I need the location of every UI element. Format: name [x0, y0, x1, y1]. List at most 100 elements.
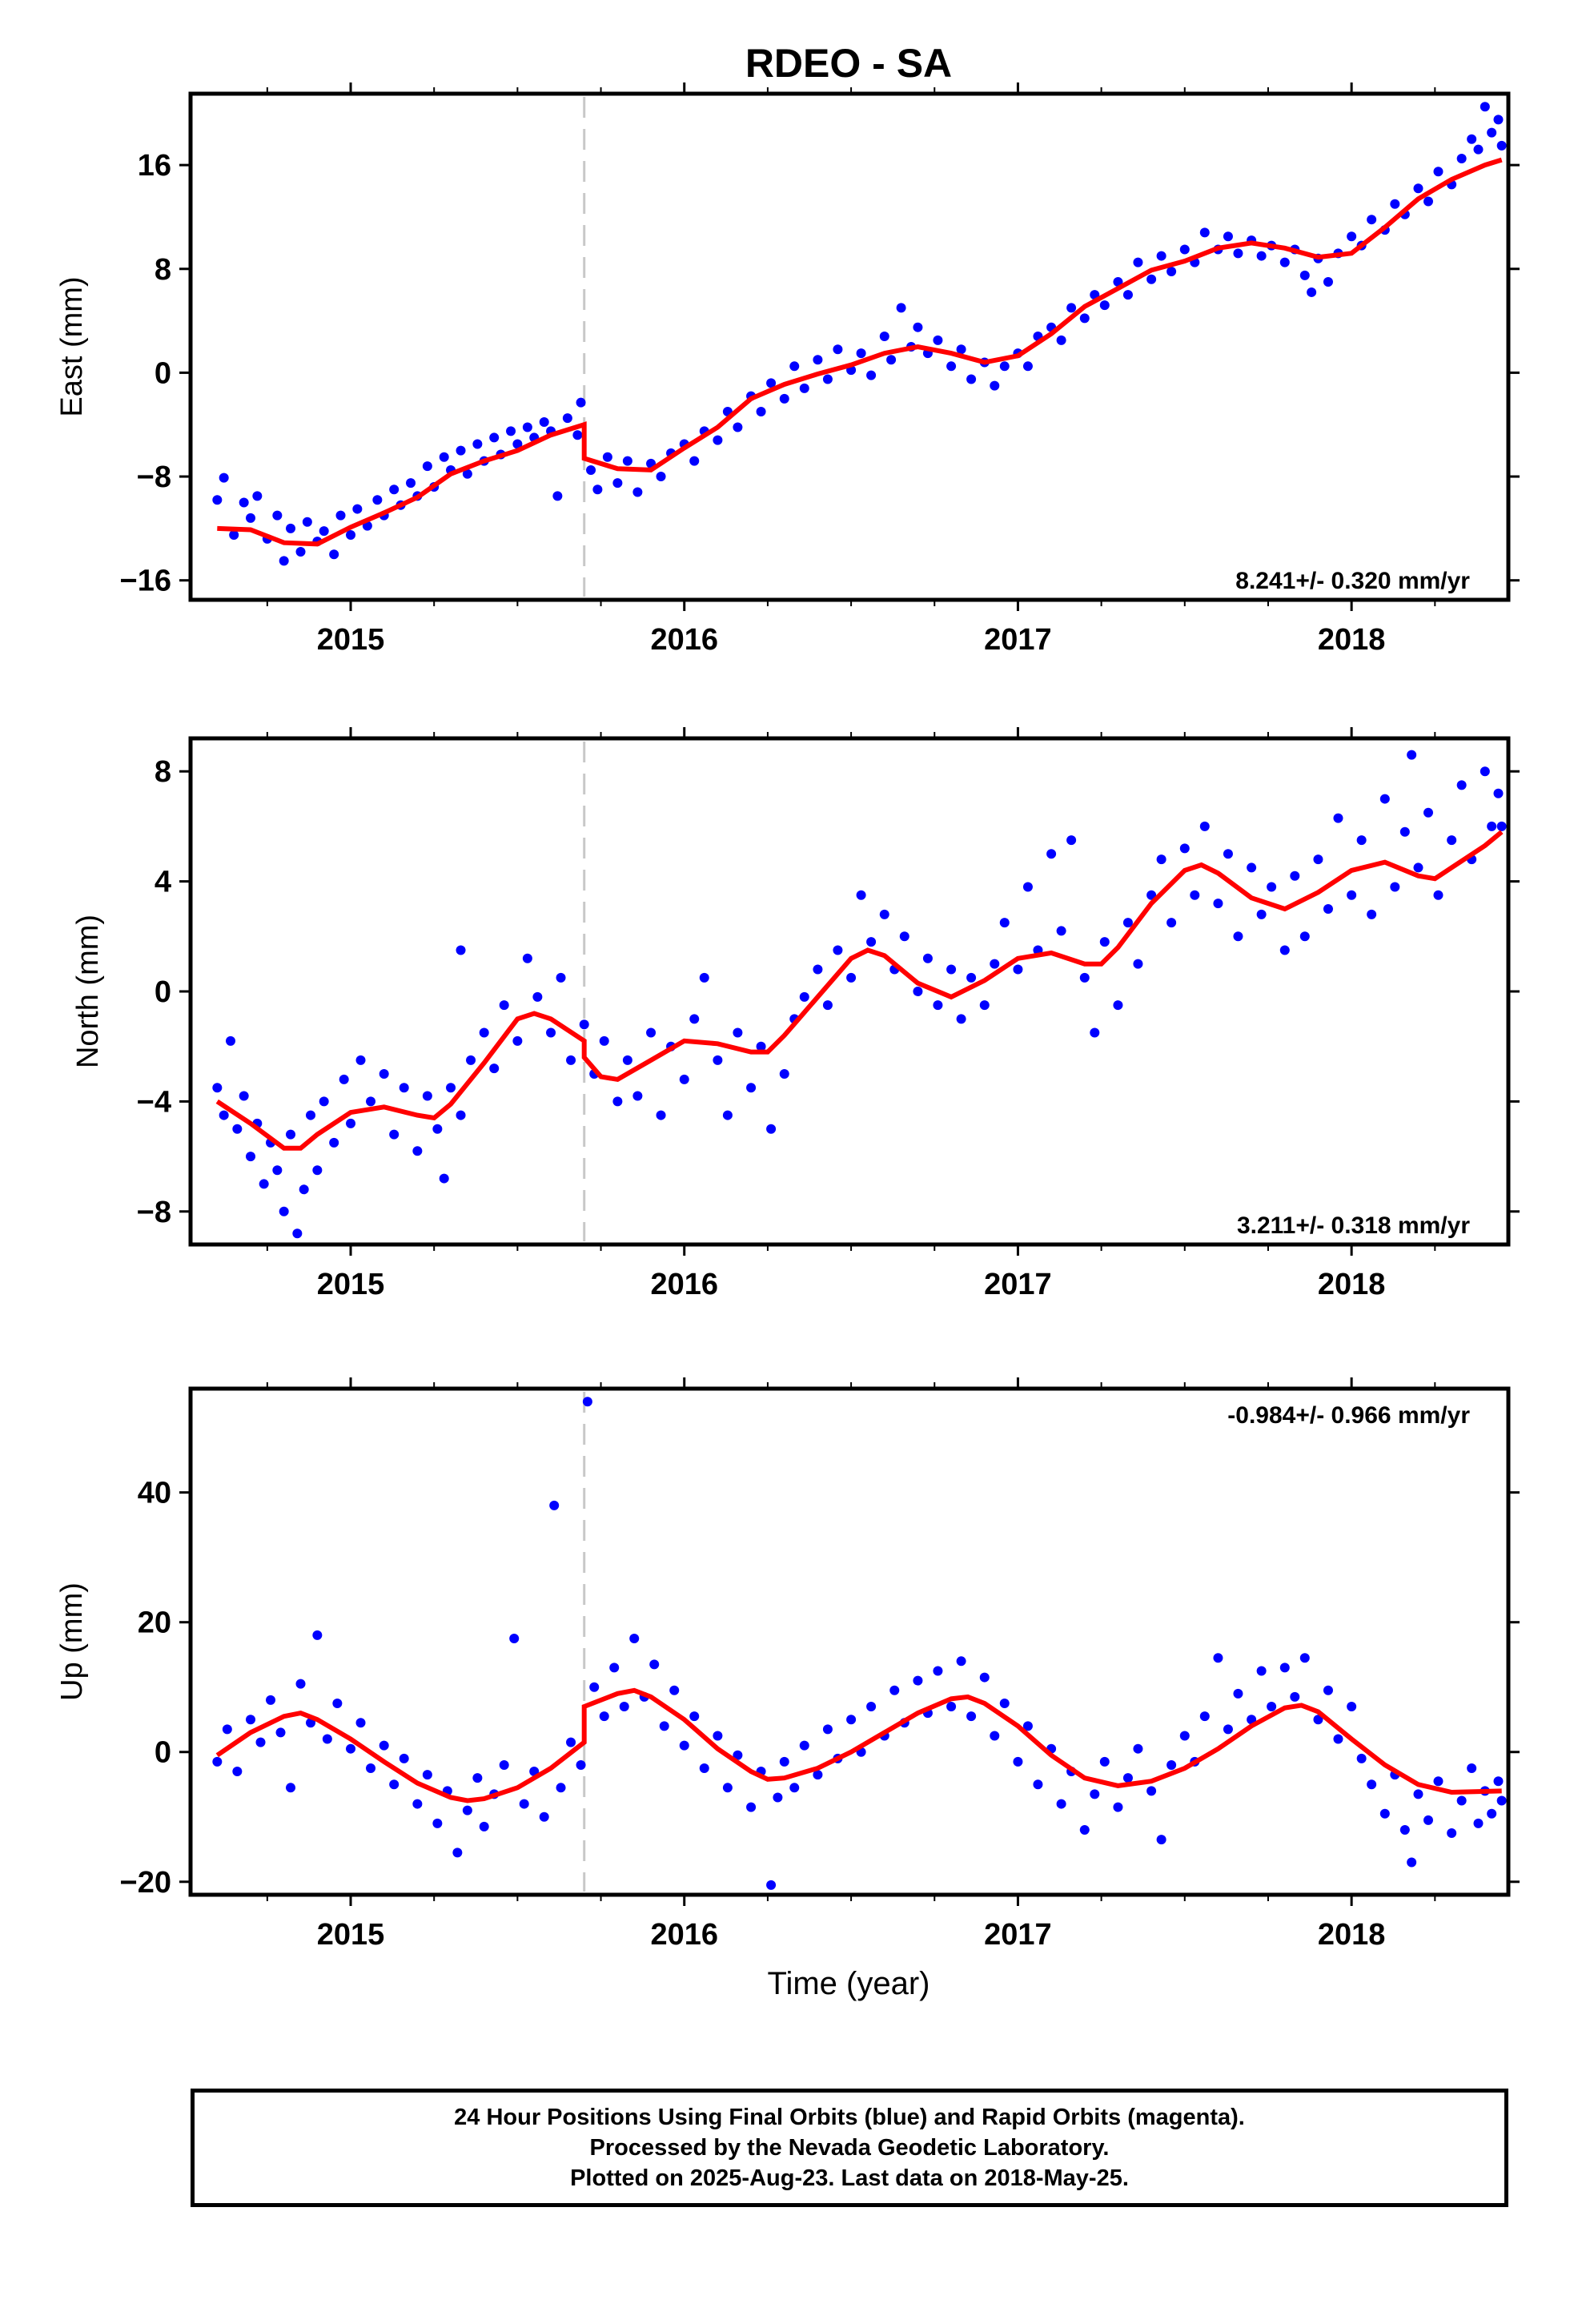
data-point [246, 1715, 256, 1725]
data-point [1066, 835, 1077, 846]
data-point [602, 452, 612, 462]
data-point [612, 1096, 623, 1107]
data-point [479, 1027, 489, 1038]
data-point [1223, 231, 1233, 242]
data-point [1496, 1795, 1507, 1806]
data-point [846, 1715, 857, 1725]
y-tick-label: 0 [155, 1736, 171, 1770]
data-point [412, 1799, 423, 1809]
data-point [512, 1035, 523, 1046]
data-point [1079, 972, 1090, 983]
data-point [522, 953, 532, 963]
data-point [1447, 1828, 1457, 1839]
data-point [366, 1096, 376, 1107]
rate-label: -0.984+/- 0.966 mm/yr [1227, 1402, 1470, 1429]
data-point [566, 1055, 576, 1065]
data-point [422, 1770, 432, 1780]
data-point [632, 1091, 643, 1101]
data-point [292, 1228, 303, 1239]
data-point [1113, 276, 1123, 287]
data-point [1347, 231, 1357, 242]
data-point [229, 529, 239, 540]
data-point [922, 953, 933, 963]
data-point [713, 1731, 723, 1741]
y-tick-label: 0 [155, 975, 171, 1009]
data-point [422, 1091, 432, 1101]
data-point [1247, 1715, 1257, 1725]
data-point [1122, 290, 1133, 300]
y-axis-label: North (mm) [71, 915, 105, 1068]
data-point [779, 1756, 789, 1767]
data-point [990, 959, 1000, 969]
data-point [956, 1656, 966, 1667]
data-point [252, 491, 263, 501]
x-tick-label: 2018 [1318, 1268, 1386, 1301]
data-point [1323, 903, 1333, 914]
data-point [1413, 1789, 1423, 1799]
y-tick-label: 20 [138, 1606, 171, 1640]
data-point [462, 1805, 472, 1815]
data-point [1179, 843, 1190, 854]
data-point [219, 472, 229, 483]
data-point [312, 1630, 323, 1640]
data-point [552, 491, 563, 501]
data-point [1356, 835, 1367, 846]
data-point [582, 1397, 592, 1407]
data-point [646, 1027, 656, 1038]
data-point [272, 510, 283, 521]
data-point [1079, 313, 1090, 324]
data-point [1423, 196, 1433, 207]
y-axis-label: Up (mm) [55, 1582, 89, 1701]
data-point [1223, 849, 1233, 859]
chart-title: RDEO - SA [745, 41, 952, 86]
data-point [322, 1734, 332, 1744]
data-point [1390, 199, 1400, 209]
data-point [412, 1146, 423, 1156]
data-point [699, 1763, 709, 1773]
data-point [866, 370, 877, 380]
data-point [212, 495, 223, 505]
data-point [295, 1679, 306, 1689]
data-point [713, 1055, 723, 1065]
data-point [789, 361, 800, 372]
data-point [1480, 766, 1490, 777]
data-point [632, 487, 643, 497]
data-point [866, 1702, 877, 1712]
data-point [259, 1179, 269, 1189]
data-point [1467, 1763, 1477, 1773]
data-point [1413, 862, 1423, 873]
data-point [699, 972, 709, 983]
data-point [1487, 1808, 1497, 1819]
data-point [1333, 1734, 1343, 1744]
data-point [346, 1118, 356, 1128]
data-point [295, 547, 306, 557]
data-point [746, 1083, 757, 1093]
data-point [335, 510, 346, 521]
data-point [329, 549, 339, 560]
data-point [1066, 303, 1077, 313]
fit-curve [215, 1687, 1502, 1803]
data-point [446, 1083, 456, 1093]
data-point [1423, 807, 1433, 818]
data-point [556, 972, 566, 983]
data-point [432, 1818, 443, 1828]
data-point [329, 1137, 339, 1148]
x-tick-label: 2017 [984, 1268, 1052, 1301]
data-point [1480, 102, 1490, 112]
data-point [1099, 300, 1110, 311]
x-tick-label: 2017 [984, 623, 1052, 657]
data-point [546, 1027, 556, 1038]
data-point [562, 413, 572, 424]
y-tick-label: 40 [138, 1477, 171, 1510]
panel-east: −16 −8 0 8 16 2015 2016 2017 2018 East (mm) 8.24… [55, 82, 1520, 657]
data-point [1290, 1691, 1300, 1702]
data-point [222, 1724, 232, 1735]
data-point [746, 1802, 757, 1812]
data-point [773, 1792, 783, 1803]
data-point [1233, 248, 1243, 259]
data-point [822, 374, 833, 384]
data-point [355, 1055, 366, 1065]
data-point [1433, 167, 1443, 177]
data-point [1247, 862, 1257, 873]
data-point [1487, 127, 1497, 138]
